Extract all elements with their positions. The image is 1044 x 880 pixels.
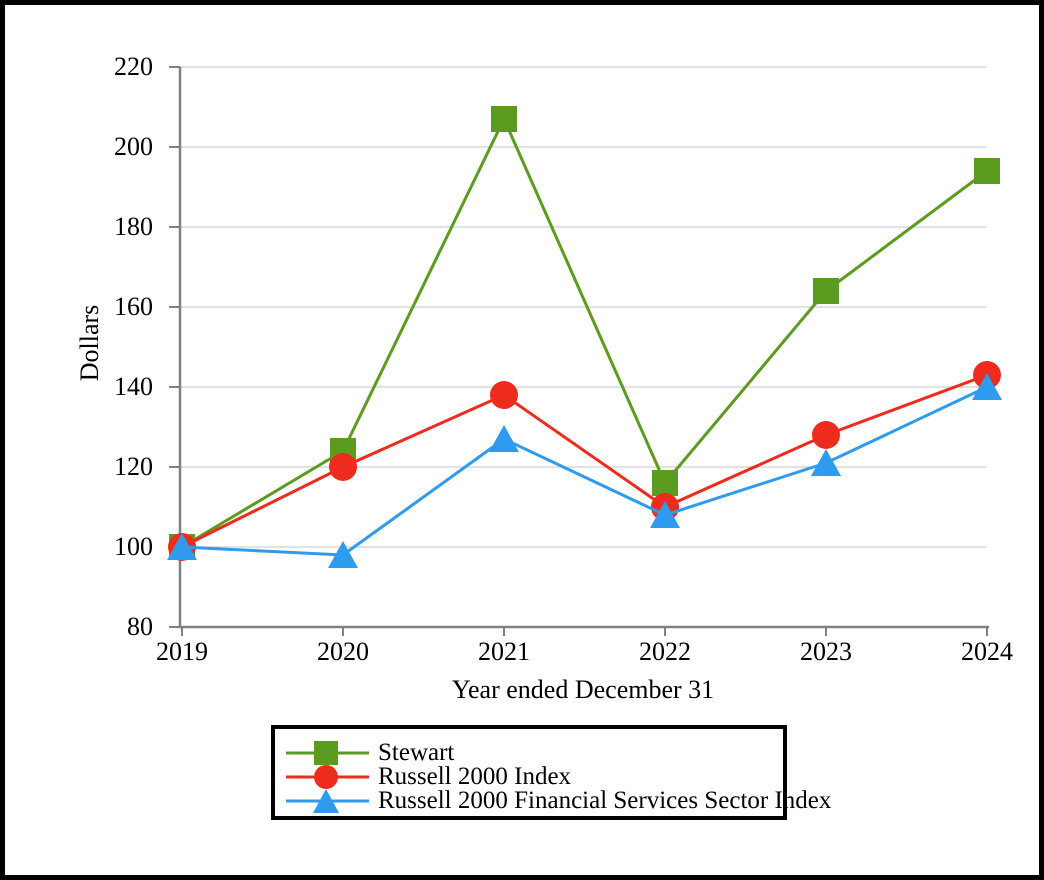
series-russell-2000-index	[168, 361, 1001, 561]
marker-russell-2000-index-2021	[490, 381, 518, 409]
legend: Stewart Russell 2000 Index Russell 2000 …	[271, 725, 831, 820]
legend-item-russell-2000-index: Russell 2000 Index	[286, 763, 783, 790]
legend-item-russell-2000-financial-services: Russell 2000 Financial Services Sector I…	[286, 788, 831, 813]
legend-item-stewart: Stewart	[286, 739, 783, 766]
russell-2000-financial-services-triangle-marker-icon	[286, 789, 369, 813]
marker-stewart-2023	[813, 278, 839, 304]
series-line-russell-2000-index	[181, 373, 988, 549]
marker-stewart-2021	[491, 106, 517, 132]
legend-label-russell-2000-financial-services: Russell 2000 Financial Services Sector I…	[378, 787, 832, 814]
marker-russell-2000-financial-services-sector-index-2020	[328, 541, 358, 568]
marker-russell-2000-financial-services-sector-index-2024	[972, 373, 1002, 400]
marker-stewart-2022	[652, 470, 678, 496]
legend-label-stewart: Stewart	[378, 739, 455, 766]
legend-marker-triangle	[313, 789, 339, 813]
marker-russell-2000-financial-services-sector-index-2021	[489, 425, 519, 452]
marker-russell-2000-index-2023	[812, 421, 840, 449]
stewart-square-marker-icon	[286, 741, 369, 765]
marker-russell-2000-financial-services-sector-index-2023	[811, 449, 841, 476]
marker-stewart-2024	[974, 158, 1000, 184]
marker-russell-2000-index-2020	[329, 453, 357, 481]
russell-2000-circle-marker-icon	[286, 765, 369, 789]
legend-label-russell-2000-index: Russell 2000 Index	[378, 763, 572, 790]
legend-marker-circle	[314, 765, 338, 789]
legend-marker-square	[314, 741, 338, 765]
series-russell-2000-financial-services-sector-index	[167, 373, 1002, 568]
series-line-russell-2000-financial-services-sector-index	[181, 385, 988, 557]
series-line-stewart	[181, 115, 988, 549]
plot-area	[167, 66, 1002, 636]
marker-russell-2000-financial-services-sector-index-2022	[650, 501, 680, 528]
marker-russell-2000-financial-services-sector-index-2019	[167, 533, 197, 560]
